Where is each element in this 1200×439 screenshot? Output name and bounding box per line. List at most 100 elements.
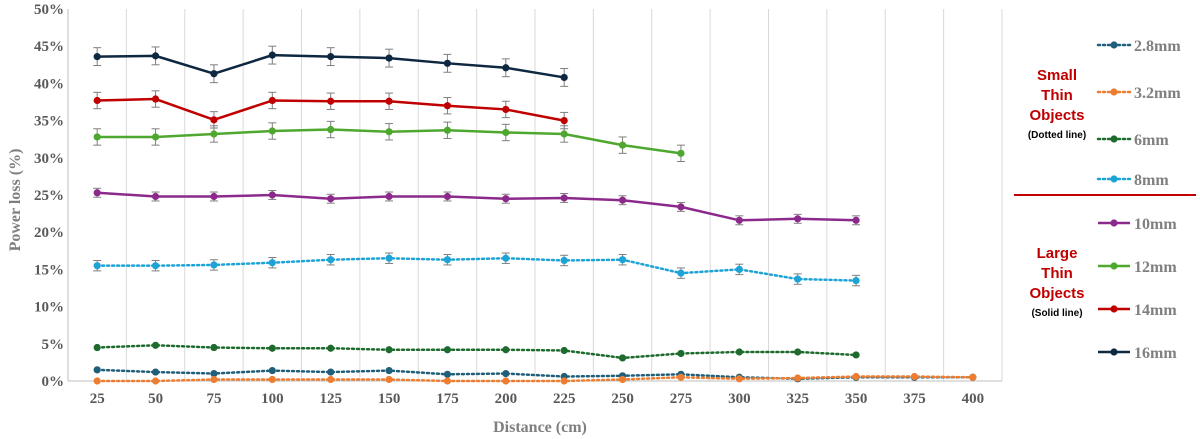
data-point [151,377,160,385]
x-tick-label: 400 [962,391,985,407]
x-tick-label: 50 [148,391,163,407]
y-tick-label: 50% [34,2,64,18]
data-point [502,128,510,137]
legend-item-12mm: 12mm [1098,259,1177,276]
group-title-line: Thin [1041,265,1073,282]
axes: 0% 5% 10% 15% 20% 25% 30% 35% 40% 45% 50% 25 50 75 100… [34,2,1002,407]
x-tick-label: 25 [90,391,105,407]
data-point [93,343,101,352]
group-title-line: Large [1037,245,1078,262]
legend-marker [1110,175,1118,183]
data-point [210,116,218,124]
legend: 2.8mm 3.2mm 6mm 8mm 10mm 12mm 14mm 16mm [1096,38,1181,362]
data-point [210,343,218,352]
data-point [327,195,335,203]
data-point [502,64,510,72]
data-point [151,133,160,141]
data-point [268,127,276,135]
data-point [268,259,276,267]
data-point [618,256,627,264]
data-point [210,192,218,201]
data-point [385,346,393,354]
data-point [502,377,510,385]
y-tick-label: 10% [34,300,64,316]
data-point [93,53,101,61]
legend-marker [1110,135,1118,143]
data-point [210,70,218,78]
legend-item-3.2mm: 3.2mm [1096,85,1181,102]
legend-label: 14mm [1134,302,1177,319]
data-point [677,203,685,211]
y-tick-label: 30% [34,151,64,167]
legend-item-6mm: 6mm [1096,132,1169,149]
group-title-line: Objects [1029,107,1084,124]
x-tick-label: 100 [261,391,284,407]
series-16mm [93,45,569,87]
data-point [385,54,393,62]
legend-item-8mm: 8mm [1096,172,1169,189]
data-point [385,375,393,384]
x-axis-title: Distance (cm) [493,419,587,436]
legend-item-10mm: 10mm [1098,216,1177,233]
legend-marker [1110,41,1118,49]
legend-marker [1110,219,1118,227]
y-axis-title: Power loss (%) [7,149,24,252]
data-point [677,349,685,358]
y-tick-label: 20% [34,225,64,241]
x-tick-label: 225 [553,391,576,407]
data-point [385,128,393,136]
data-point [385,254,393,262]
x-tick-label: 250 [611,391,634,407]
gridlines [67,9,1003,381]
data-point [151,341,160,349]
series-line [95,256,858,282]
data-point [268,191,276,199]
data-point [794,215,802,223]
data-point [443,126,452,134]
data-point [794,275,802,283]
data-point [443,346,452,354]
legend-marker [1110,262,1118,270]
group-note: (Dotted line) [1028,130,1086,141]
data-point [677,149,685,157]
data-point [151,192,160,201]
legend-label: 6mm [1134,132,1169,149]
data-point [327,344,335,352]
legend-item-14mm: 14mm [1098,302,1177,319]
data-point [618,375,627,384]
series-line [95,344,858,360]
data-point [735,375,743,383]
data-point [268,366,276,375]
data-point [268,96,276,105]
legend-label: 16mm [1134,345,1177,362]
data-point [560,117,568,125]
x-tick-label: 375 [903,391,926,407]
data-point [852,216,860,224]
x-tick-label: 200 [495,391,518,407]
data-point [794,374,802,382]
data-point [560,73,568,82]
legend-label: 2.8mm [1134,38,1181,55]
data-point [443,102,452,110]
data-point [327,125,335,134]
series-12mm [93,120,685,163]
data-point [735,265,743,273]
data-point [151,95,160,103]
legend-item-2.8mm: 2.8mm [1096,38,1181,55]
data-point [385,97,393,105]
data-point [794,348,802,356]
series-line [97,191,857,222]
data-point [502,195,510,203]
y-tick-label: 35% [34,114,64,130]
data-point [502,254,510,262]
legend-marker [1110,88,1118,96]
legend-group-large: Large Thin Objects (Solid line) [1029,245,1084,319]
x-tick-label: 125 [319,391,342,407]
data-point [93,133,101,141]
legend-label: 10mm [1134,216,1177,233]
legend-label: 12mm [1134,259,1177,276]
legend-group-small: Small Thin Objects (Dotted line) [1028,67,1086,141]
x-tick-label: 150 [378,391,401,407]
data-point [210,261,218,269]
